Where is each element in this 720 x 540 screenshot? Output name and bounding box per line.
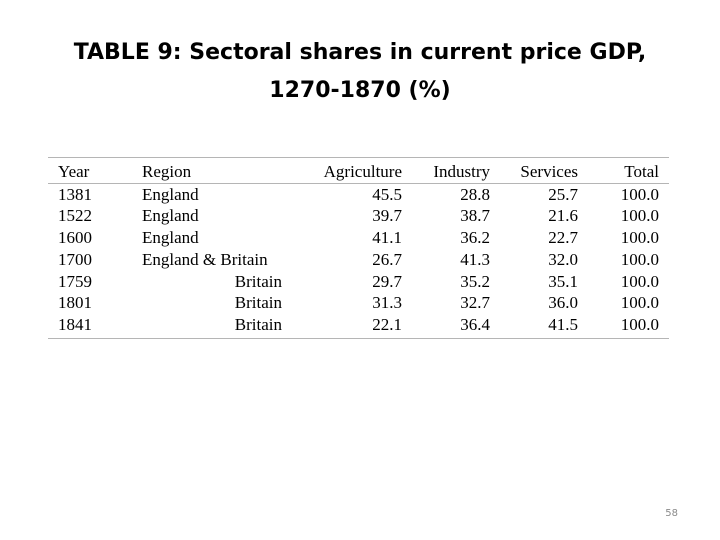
cell-agriculture: 31.3 (372, 293, 402, 313)
cell-services: 32.0 (548, 249, 578, 269)
cell-industry: 36.4 (460, 314, 490, 334)
table-body: 1381 England 45.5 28.8 25.7 100.0 1522 E… (48, 183, 669, 335)
cell-year: 1841 (58, 314, 92, 334)
cell-year: 1522 (58, 206, 92, 226)
cell-year: 1759 (58, 271, 92, 291)
cell-services: 21.6 (548, 206, 578, 226)
table-row: 1759 Britain 29.7 35.2 35.1 100.0 (48, 271, 669, 293)
cell-services: 25.7 (548, 184, 578, 204)
cell-services: 36.0 (548, 293, 578, 313)
cell-agriculture: 26.7 (372, 249, 402, 269)
cell-industry: 36.2 (460, 228, 490, 248)
header-total: Total (578, 161, 669, 184)
cell-year: 1700 (58, 249, 92, 269)
cell-services: 22.7 (548, 228, 578, 248)
header-services: Services (490, 161, 578, 184)
cell-region: England & Britain (142, 249, 268, 269)
cell-agriculture: 45.5 (372, 184, 402, 204)
table-header: Year Region Agriculture Industry Service… (48, 161, 669, 184)
table-row: 1600 England 41.1 36.2 22.7 100.0 (48, 227, 669, 249)
cell-agriculture: 39.7 (372, 206, 402, 226)
cell-industry: 35.2 (460, 271, 490, 291)
table-row: 1801 Britain 31.3 32.7 36.0 100.0 (48, 292, 669, 314)
cell-industry: 32.7 (460, 293, 490, 313)
cell-year: 1381 (58, 184, 92, 204)
sectoral-shares-table: Year Region Agriculture Industry Service… (48, 161, 669, 336)
cell-region: England (142, 206, 199, 226)
cell-region: Britain (234, 314, 282, 334)
cell-total: 100.0 (620, 184, 659, 204)
cell-agriculture: 22.1 (372, 314, 402, 334)
cell-services: 35.1 (548, 271, 578, 291)
cell-total: 100.0 (620, 249, 659, 269)
page-number: 58 (665, 508, 678, 519)
cell-total: 100.0 (620, 228, 659, 248)
cell-region: England (142, 184, 199, 204)
cell-industry: 41.3 (460, 249, 490, 269)
cell-region: Britain (234, 271, 282, 291)
header-agriculture: Agriculture (282, 161, 402, 184)
table-row: 1700 England & Britain 26.7 41.3 32.0 10… (48, 249, 669, 271)
cell-total: 100.0 (620, 206, 659, 226)
cell-total: 100.0 (620, 314, 659, 334)
header-region: Region (142, 161, 282, 184)
cell-year: 1801 (58, 293, 92, 313)
sectoral-shares-table-container: Year Region Agriculture Industry Service… (48, 157, 669, 339)
table-row: 1522 England 39.7 38.7 21.6 100.0 (48, 205, 669, 227)
table-row: 1381 England 45.5 28.8 25.7 100.0 (48, 183, 669, 205)
header-industry: Industry (402, 161, 490, 184)
cell-total: 100.0 (620, 293, 659, 313)
header-year: Year (48, 161, 142, 184)
cell-agriculture: 41.1 (372, 228, 402, 248)
table-row: 1841 Britain 22.1 36.4 41.5 100.0 (48, 314, 669, 336)
cell-total: 100.0 (620, 271, 659, 291)
cell-services: 41.5 (548, 314, 578, 334)
cell-industry: 28.8 (460, 184, 490, 204)
table-header-row: Year Region Agriculture Industry Service… (48, 161, 669, 184)
cell-industry: 38.7 (460, 206, 490, 226)
cell-region: Britain (234, 293, 282, 313)
slide-title: TABLE 9: Sectoral shares in current pric… (73, 40, 647, 103)
cell-year: 1600 (58, 228, 92, 248)
cell-region: England (142, 228, 199, 248)
cell-agriculture: 29.7 (372, 271, 402, 291)
